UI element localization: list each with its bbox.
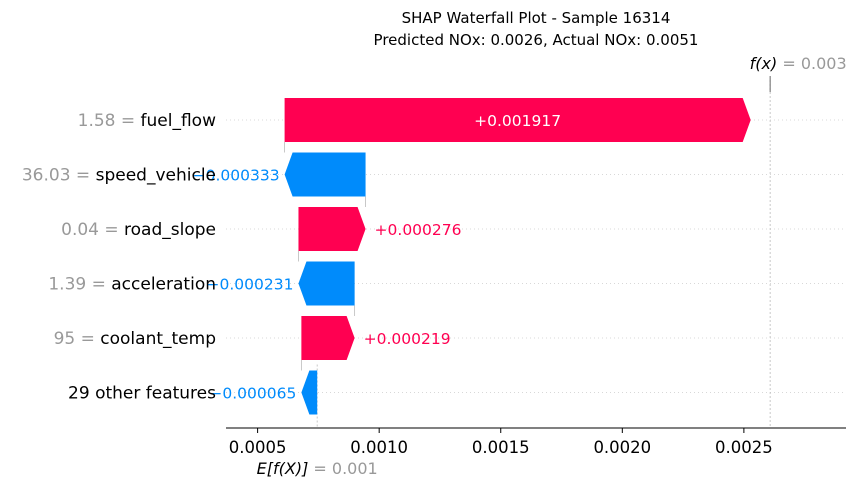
bar-value-label: +0.000276 — [375, 221, 462, 239]
chart-title: SHAP Waterfall Plot - Sample 16314 — [402, 9, 671, 27]
feature-name: acceleration — [111, 275, 216, 295]
bar-value-label: −0.000231 — [207, 276, 294, 294]
bar-value-label: +0.000219 — [364, 330, 451, 348]
feature-name: coolant_temp — [100, 329, 216, 349]
x-tick-label: 0.0010 — [350, 438, 408, 457]
feature-value: 95 = — [54, 329, 101, 349]
feature-label: 95 = coolant_temp — [54, 329, 216, 349]
feature-label: 1.58 = fuel_flow — [78, 111, 216, 131]
waterfall-bar — [284, 152, 366, 197]
feature-name: road_slope — [124, 220, 216, 240]
bar-value-label: −0.000333 — [193, 167, 280, 185]
feature-label: 0.04 = road_slope — [61, 220, 216, 240]
waterfall-bar — [301, 370, 318, 415]
feature-labels-layer: 1.58 = fuel_flow 36.03 = speed_vehicle 0.0… — [22, 111, 216, 404]
feature-value: 1.39 = — [48, 275, 111, 295]
feature-name: fuel_flow — [141, 111, 217, 131]
expected-value-number: = 0.001 — [313, 459, 377, 478]
bar-value-label: +0.001917 — [474, 112, 561, 130]
feature-name: 29 other features — [68, 384, 216, 404]
feature-label: 36.03 = speed_vehicle — [22, 166, 216, 186]
bar-value-label: −0.000065 — [209, 385, 296, 403]
x-tick-label: 0.0025 — [715, 438, 773, 457]
feature-name: speed_vehicle — [96, 166, 216, 186]
waterfall-bar — [301, 316, 355, 360]
output-value-number: = 0.003 — [782, 54, 846, 73]
feature-label: 1.39 = acceleration — [48, 275, 216, 295]
feature-value: 36.03 = — [22, 166, 96, 186]
x-tick-label: 0.0015 — [472, 438, 530, 457]
waterfall-bar — [284, 98, 751, 142]
x-tick-label: 0.0020 — [593, 438, 651, 457]
expected-value-symbol: E[f(X)] — [257, 459, 314, 478]
feature-value: 0.04 = — [61, 220, 124, 240]
output-value-label: f(x) = 0.003 — [750, 54, 847, 73]
waterfall-bar — [298, 207, 366, 251]
waterfall-bar — [298, 261, 355, 306]
feature-value: 1.58 = — [78, 111, 141, 131]
expected-value-label: E[f(X)] = 0.001 — [257, 459, 378, 478]
chart-subtitle: Predicted NOx: 0.0026, Actual NOx: 0.005… — [374, 31, 699, 49]
feature-label: 29 other features — [68, 384, 216, 404]
bars-layer: +0.001917 −0.000333 +0.000276 −0.000231 +0.0… — [193, 98, 751, 415]
x-tick-label: 0.0005 — [229, 438, 287, 457]
x-axis: 0.0005 0.0010 0.0015 0.0020 0.0025 E[f(X)] = … — [226, 54, 847, 478]
output-value-symbol: f(x) — [750, 54, 783, 73]
